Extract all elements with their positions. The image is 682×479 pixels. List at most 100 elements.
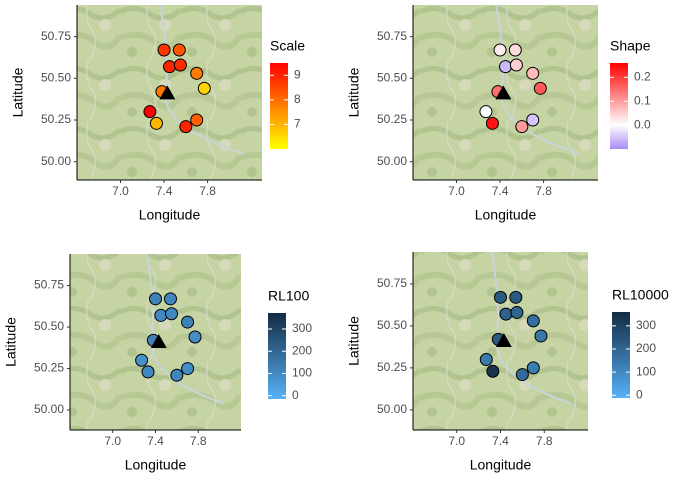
station-point — [166, 308, 178, 320]
colorbar-label: 100 — [292, 366, 312, 380]
colorbar-label: 7 — [294, 117, 301, 131]
station-point — [480, 106, 492, 118]
station-point — [189, 331, 201, 343]
x-tick-label: 7.4 — [156, 184, 173, 198]
colorbar-label: 0 — [292, 388, 299, 402]
x-tick-label: 7.8 — [190, 434, 207, 448]
y-tick-label: 50.75 — [34, 278, 64, 292]
station-point — [191, 114, 203, 126]
station-point — [527, 67, 539, 79]
x-tick-label: 7.8 — [199, 184, 216, 198]
y-tick-label: 50.50 — [377, 71, 407, 85]
legend-title: RL100 — [268, 288, 309, 304]
colorbar — [612, 312, 630, 398]
y-tick-label: 50.75 — [377, 29, 407, 43]
colorbar-label: 300 — [292, 321, 312, 335]
colorbar-label: 9 — [294, 67, 301, 81]
station-point — [516, 369, 528, 381]
station-point — [510, 59, 522, 71]
colorbar-label: 100 — [636, 364, 656, 378]
station-point — [174, 59, 186, 71]
legend-title: Scale — [270, 38, 305, 54]
x-tick-label: 7.4 — [492, 434, 509, 448]
y-tick-label: 50.25 — [41, 112, 71, 126]
colorbar — [270, 63, 288, 149]
y-tick-label: 50.50 — [34, 319, 64, 333]
colorbar-label: 0.2 — [634, 70, 651, 84]
x-tick-label: 7.8 — [535, 184, 552, 198]
y-tick-label: 50.75 — [377, 276, 407, 290]
x-tick-label: 7.0 — [448, 184, 465, 198]
chart-grid: 7.0 7.4 7.8 50.00 50.25 50.50 50.75 Longitude La… — [0, 0, 682, 479]
colorbar-label: 200 — [636, 341, 656, 355]
y-tick-label: 50.75 — [41, 29, 71, 43]
station-point — [534, 82, 546, 94]
station-point — [486, 117, 498, 129]
x-tick-label: 7.0 — [448, 434, 465, 448]
station-point — [180, 121, 192, 133]
station-point — [171, 369, 183, 381]
station-point — [173, 44, 185, 56]
station-point — [150, 117, 162, 129]
station-point — [527, 315, 539, 327]
colorbar-label: 0 — [636, 387, 643, 401]
station-point — [500, 308, 512, 320]
station-point — [182, 316, 194, 328]
x-axis-title: Longitude — [125, 457, 187, 473]
y-axis-title: Latitude — [3, 317, 19, 367]
colorbar-label: 0.1 — [634, 93, 651, 107]
colorbar-label: 8 — [294, 92, 301, 106]
station-point — [494, 44, 506, 56]
station-point — [511, 306, 523, 318]
colorbar — [268, 313, 286, 399]
station-point — [480, 353, 492, 365]
station-point — [191, 67, 203, 79]
station-point — [136, 354, 148, 366]
y-tick-label: 50.00 — [34, 402, 64, 416]
station-point — [158, 44, 170, 56]
station-point — [182, 363, 194, 375]
station-point — [198, 82, 210, 94]
x-tick-label: 7.0 — [112, 184, 129, 198]
station-point — [527, 362, 539, 374]
colorbar — [610, 63, 628, 149]
y-axis-title: Latitude — [346, 316, 362, 366]
y-tick-label: 50.50 — [41, 71, 71, 85]
x-axis-title: Longitude — [470, 457, 532, 473]
x-tick-label: 7.4 — [492, 184, 509, 198]
legend-title: RL10000 — [612, 287, 669, 303]
station-point — [164, 293, 176, 305]
colorbar-label: 300 — [636, 318, 656, 332]
station-point — [516, 121, 528, 133]
y-tick-label: 50.50 — [377, 318, 407, 332]
colorbar-label: 200 — [292, 343, 312, 357]
page: {"chart_data": [ {"type": "scatter", "x_… — [0, 0, 682, 479]
station-point — [510, 291, 522, 303]
legend-title: Shape — [610, 38, 651, 54]
x-tick-label: 7.0 — [104, 434, 121, 448]
y-tick-label: 50.25 — [377, 112, 407, 126]
x-axis-title: Longitude — [475, 207, 537, 223]
station-point — [509, 44, 521, 56]
station-point — [487, 365, 499, 377]
y-tick-label: 50.00 — [41, 154, 71, 168]
x-tick-label: 7.4 — [147, 434, 164, 448]
station-point — [150, 293, 162, 305]
station-point — [164, 61, 176, 73]
y-tick-label: 50.25 — [377, 360, 407, 374]
y-tick-label: 50.00 — [377, 402, 407, 416]
x-tick-label: 7.8 — [536, 434, 553, 448]
station-point — [527, 114, 539, 126]
y-axis-title: Latitude — [10, 67, 26, 117]
station-point — [144, 106, 156, 118]
y-tick-label: 50.00 — [377, 154, 407, 168]
station-point — [142, 366, 154, 378]
y-tick-label: 50.25 — [34, 361, 64, 375]
station-point — [155, 309, 167, 321]
y-axis-title: Latitude — [346, 67, 362, 117]
colorbar-label: 0.0 — [634, 117, 651, 131]
station-point — [495, 291, 507, 303]
x-axis-title: Longitude — [139, 207, 201, 223]
station-point — [500, 61, 512, 73]
station-point — [535, 330, 547, 342]
